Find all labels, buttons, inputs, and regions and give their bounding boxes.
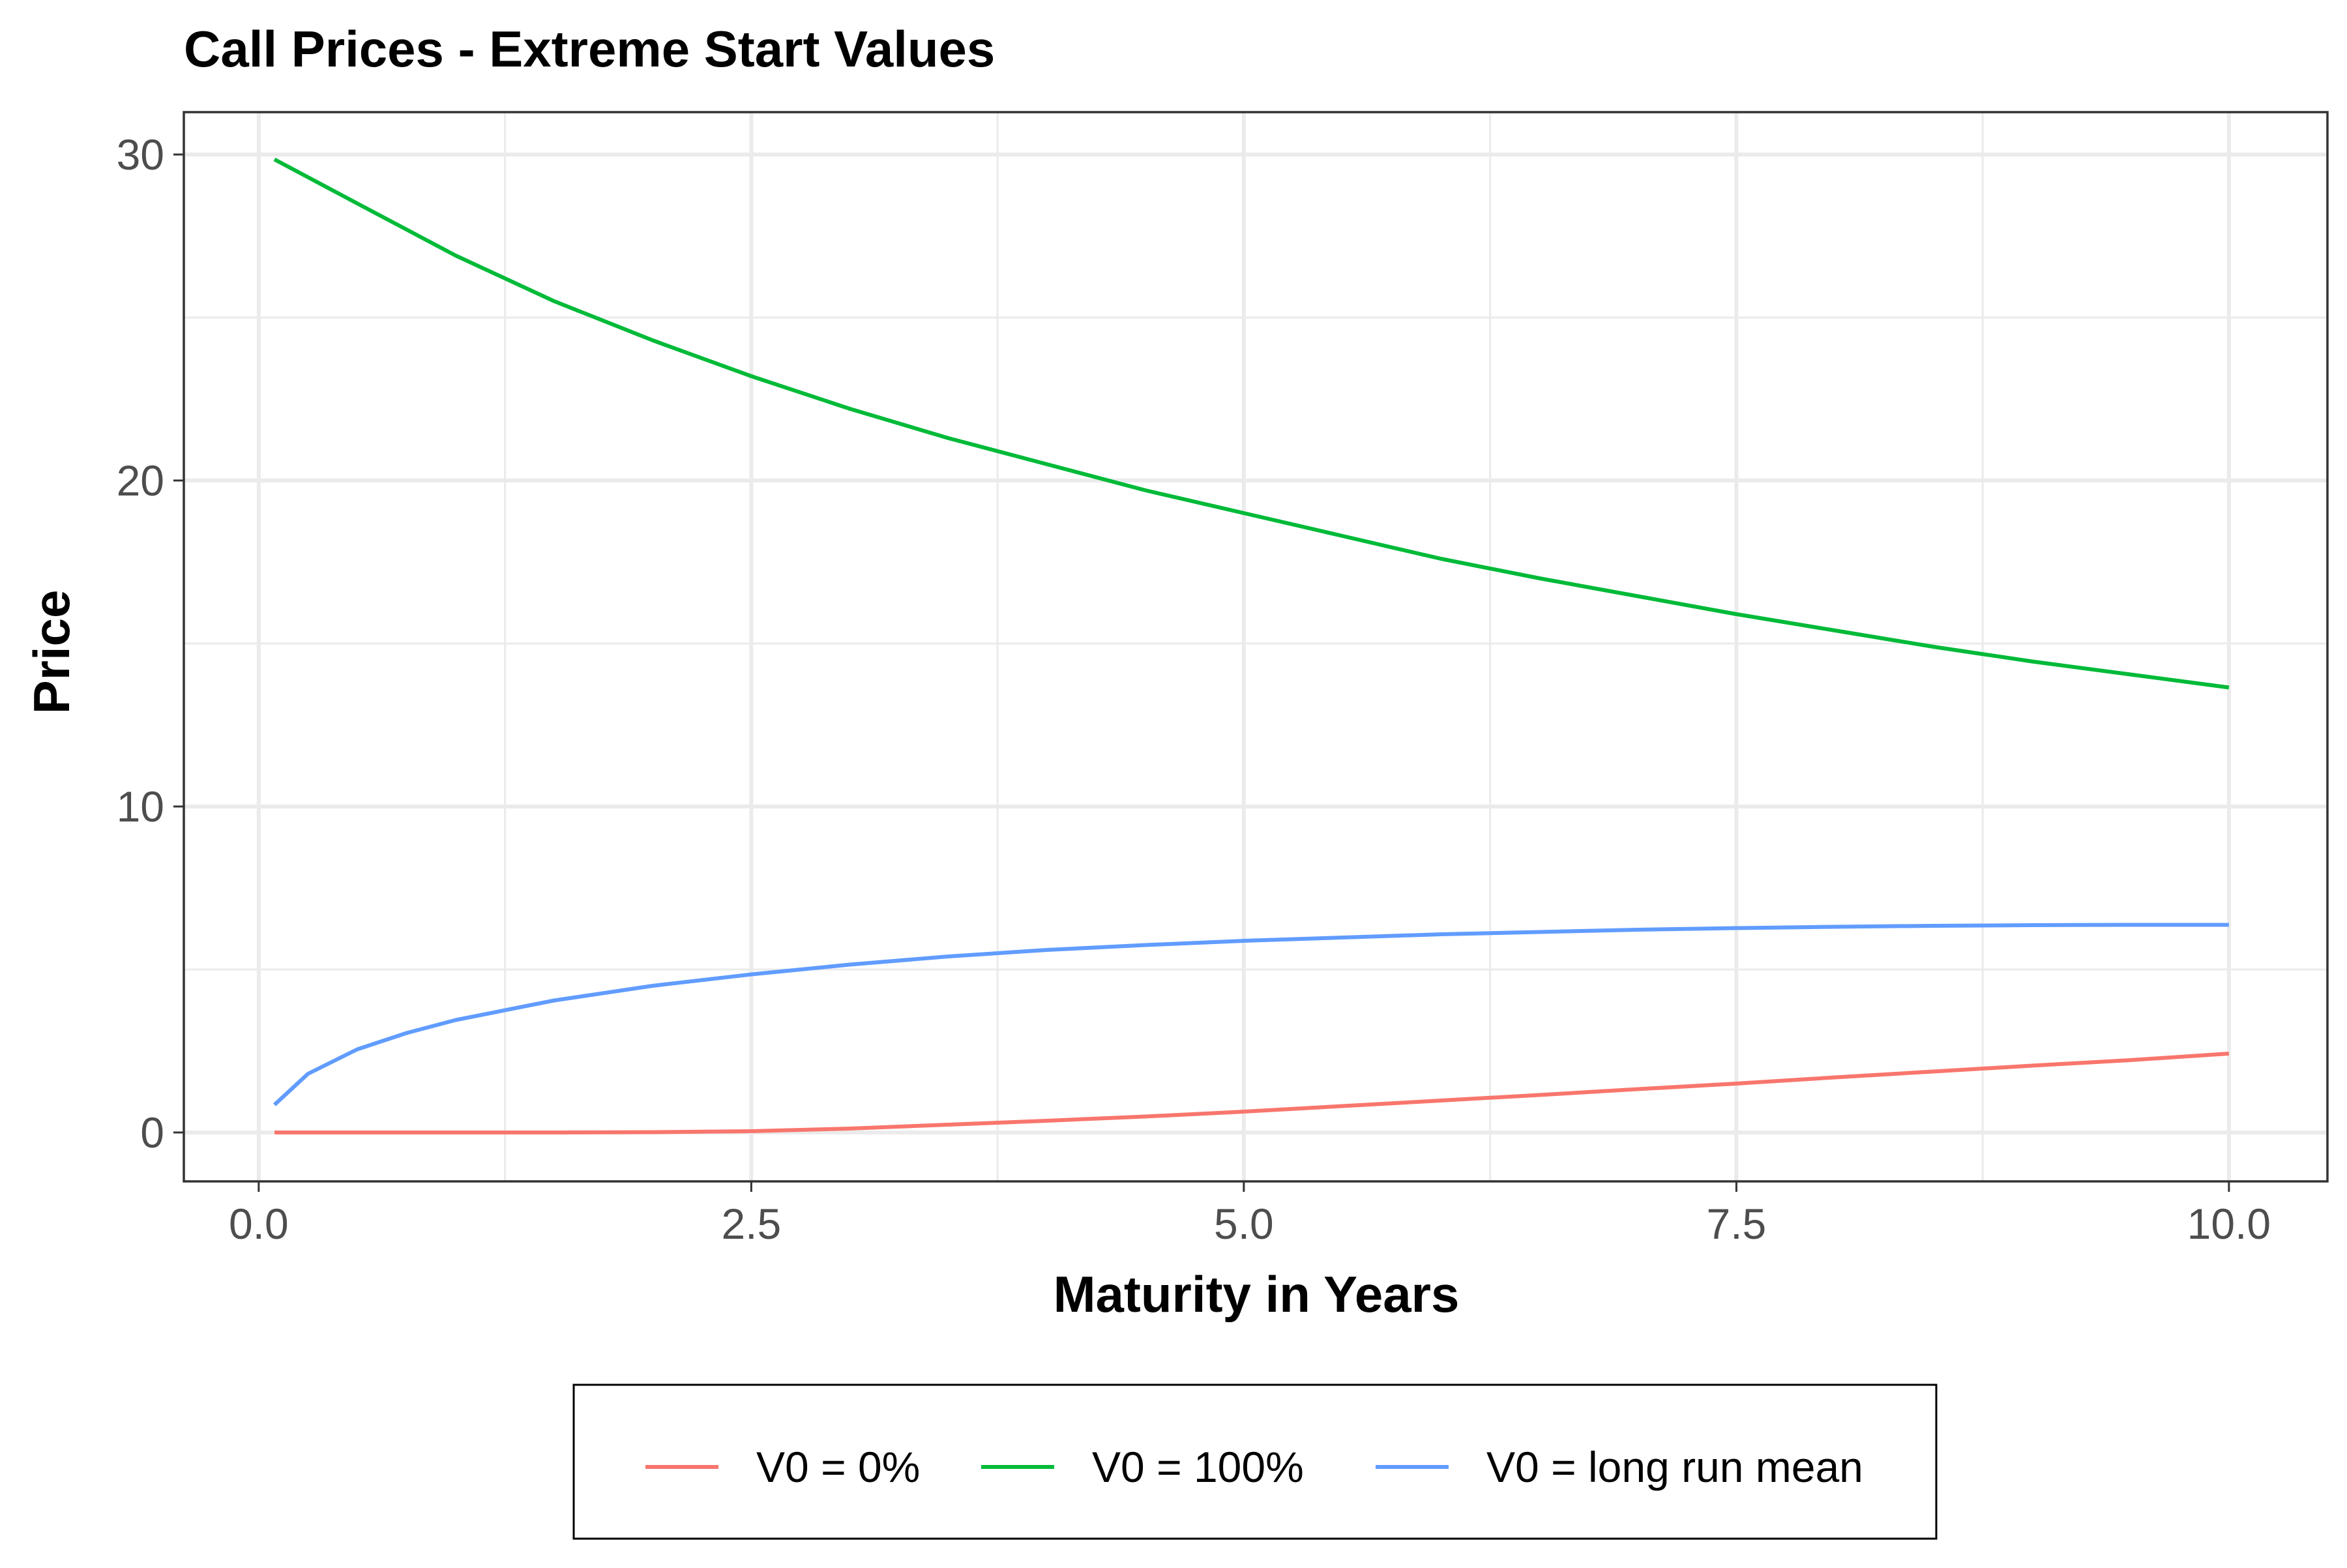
grid: [184, 112, 2327, 1181]
x-tick-label: 10.0: [2187, 1200, 2271, 1248]
series-line-3: [273, 923, 2229, 1106]
series-line-2: [273, 157, 2230, 690]
y-tick-label: 0: [140, 1108, 164, 1157]
legend-label-3: V0 = long run mean: [1486, 1443, 1863, 1491]
series-lines: [273, 157, 2230, 1134]
series-line-1: [274, 1052, 2230, 1134]
y-tick-label: 30: [117, 130, 164, 179]
legend-label-2: V0 = 100%: [1092, 1443, 1304, 1491]
axis-tick-labels: 0.0 2.5 5.0 7.5 10.0 0 10 20 30: [117, 130, 2271, 1248]
legend-label-1: V0 = 0%: [756, 1443, 920, 1491]
y-tick-label: 20: [117, 456, 164, 505]
chart-title: Call Prices - Extreme Start Values: [184, 20, 995, 78]
legend-items: V0 = 0% V0 = 100% V0 = long run mean: [645, 1443, 1863, 1491]
x-axis-title: Maturity in Years: [1054, 1265, 1460, 1323]
x-tick-label: 0.0: [229, 1200, 289, 1248]
legend-box: [572, 1383, 1938, 1540]
legend: V0 = 0% V0 = 100% V0 = long run mean: [572, 1383, 1938, 1540]
x-tick-label: 2.5: [721, 1200, 781, 1248]
y-axis-title: Price: [23, 590, 80, 715]
y-tick-label: 10: [117, 782, 164, 831]
plot-panel-border: [183, 111, 2329, 1183]
x-tick-label: 7.5: [1707, 1200, 1767, 1248]
axis-ticks: [173, 153, 2230, 1192]
x-tick-label: 5.0: [1214, 1200, 1274, 1248]
